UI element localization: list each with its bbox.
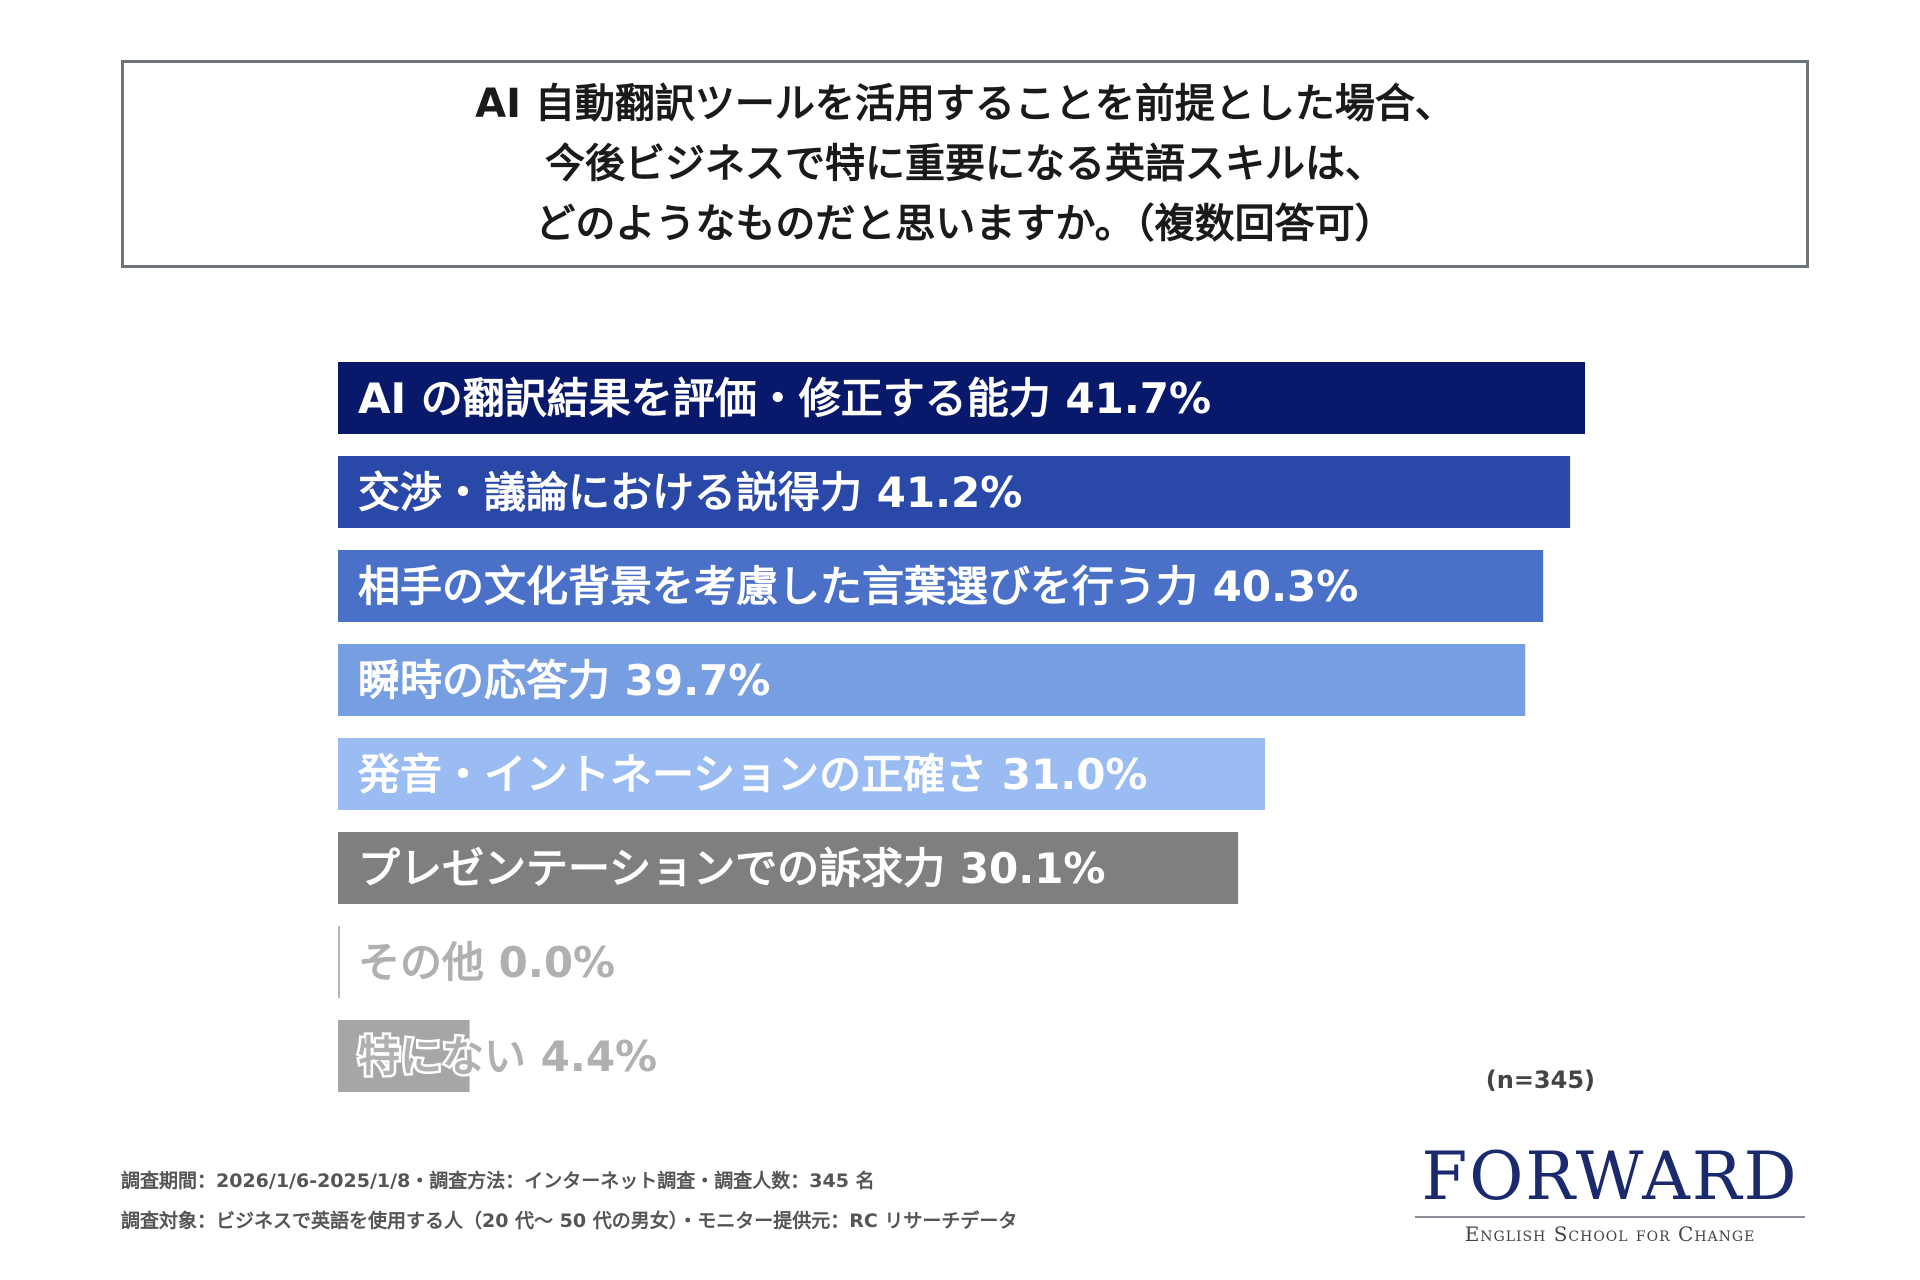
bar-1 [338, 456, 1571, 528]
value-label-1: 41.2% [862, 468, 1022, 517]
bar-label-5: プレゼンテーションでの訴求力 30.1% [358, 844, 1106, 893]
title-box: AI 自動翻訳ツールを活用することを前提とした場合、 今後ビジネスで特に重要にな… [121, 60, 1809, 268]
category-label-7: 特にない [358, 1032, 526, 1081]
bar-label-7: 特にない 4.4% [358, 1032, 657, 1081]
title-line-2: 今後ビジネスで特に重要になる英語スキルは、 [545, 141, 1385, 187]
bar-3 [338, 644, 1526, 716]
category-label-1: 交渉・議論における説得力 [358, 468, 862, 517]
bar-2 [338, 550, 1544, 622]
bar-0 [338, 362, 1586, 434]
value-label-7: 4.4% [526, 1032, 657, 1081]
category-label-6: その他 [358, 938, 484, 987]
footnote-survey-period: 調査期間：2026/1/6-2025/1/8・調査方法：インターネット調査・調査… [121, 1170, 875, 1192]
forward-logo: FORWARD English School for Change [1410, 1140, 1810, 1250]
bar-5 [338, 832, 1239, 904]
bar-label-0: AI の翻訳結果を評価・修正する能力 41.7% [358, 374, 1211, 423]
value-label-5: 30.1% [945, 844, 1105, 893]
logo-tagline: English School for Change [1464, 1222, 1756, 1246]
value-label-4: 31.0% [987, 750, 1147, 799]
value-label-3: 39.7% [610, 656, 770, 705]
value-label-6: 0.0% [484, 938, 615, 987]
bar-label-3: 瞬時の応答力 39.7% [358, 656, 770, 705]
sample-size-note: (n=345) [1485, 1066, 1595, 1094]
title-line-1: AI 自動翻訳ツールを活用することを前提とした場合、 [475, 81, 1455, 127]
logo-wordmark: FORWARD [1421, 1138, 1799, 1215]
logo-divider [1415, 1216, 1805, 1218]
category-label-2: 相手の文化背景を考慮した言葉選びを行う力 [358, 562, 1198, 611]
category-label-0: AI の翻訳結果を評価・修正する能力 [358, 374, 1051, 423]
bar-label-2: 相手の文化背景を考慮した言葉選びを行う力 40.3% [358, 562, 1358, 611]
category-label-4: 発音・イントネーションの正確さ [358, 750, 987, 799]
bar-7 [338, 1020, 470, 1092]
bar-4 [338, 738, 1266, 810]
category-label-5: プレゼンテーションでの訴求力 [358, 844, 945, 893]
footnote-survey-target: 調査対象：ビジネスで英語を使用する人（20 代～ 50 代の男女）・モニター提供… [121, 1210, 1018, 1232]
value-label-2: 40.3% [1198, 562, 1358, 611]
value-label-0: 41.7% [1051, 374, 1211, 423]
title-line-3: どのようなものだと思いますか。（複数回答可） [535, 201, 1395, 247]
bar-label-4: 発音・イントネーションの正確さ 31.0% [358, 750, 1148, 799]
category-label-3: 瞬時の応答力 [358, 656, 610, 705]
bar-label-6: その他 0.0% [358, 938, 615, 987]
bar-label-1: 交渉・議論における説得力 41.2% [358, 468, 1022, 517]
